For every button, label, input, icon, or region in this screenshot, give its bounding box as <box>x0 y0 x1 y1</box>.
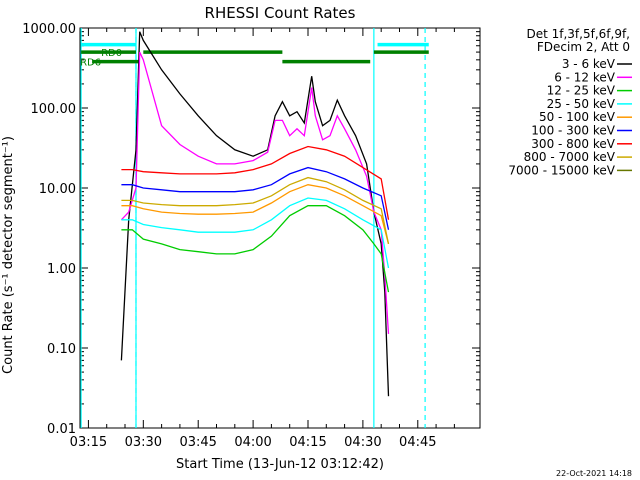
legend-label: 6 - 12 keV <box>554 70 616 84</box>
y-tick-label: 10.00 <box>39 182 76 197</box>
legend-label: 50 - 100 keV <box>539 110 616 124</box>
y-tick-label: 1000.00 <box>22 22 76 37</box>
y-tick-label: 100.00 <box>31 102 77 117</box>
x-tick-label: 03:15 <box>70 435 107 450</box>
annotation-label: RD0 <box>101 48 122 59</box>
x-tick-label: 03:30 <box>125 435 162 450</box>
series-line <box>121 197 390 269</box>
legend-label: 7000 - 15000 keV <box>508 163 615 177</box>
series-line <box>120 51 390 334</box>
x-tick-label: 04:15 <box>289 435 326 450</box>
plot-frame <box>79 27 481 429</box>
y-axis-label: Count Rate (s⁻¹ detector segment⁻¹) <box>1 136 16 374</box>
series-line <box>121 145 390 220</box>
y-tick-label: 1.00 <box>47 262 76 277</box>
series-line <box>120 31 390 397</box>
timestamp: 22-Oct-2021 14:18 <box>556 469 632 478</box>
y-tick-label: 0.10 <box>47 342 76 357</box>
legend-label: 3 - 6 keV <box>562 57 616 71</box>
legend-header-line-1: Det 1f,3f,5f,6f,9f, <box>526 27 630 41</box>
series-line <box>121 166 390 230</box>
plot-area: 03:15 03:30 03:45 04:00 04:15 04:30 04:45 1000.… <box>22 22 481 450</box>
annotation-label: RD6 <box>80 58 101 69</box>
legend-header-line-2: FDecim 2, Att 0 <box>537 40 630 54</box>
y-tick-label: 0.01 <box>47 422 76 437</box>
series-line <box>121 184 390 245</box>
series-line <box>121 176 390 245</box>
chart-title: RHESSI Count Rates <box>205 4 356 22</box>
x-tick-label: 03:45 <box>179 435 216 450</box>
legend-label: 25 - 50 keV <box>547 97 616 111</box>
x-tick-label: 04:00 <box>234 435 271 450</box>
legend-label: 100 - 300 keV <box>531 124 615 138</box>
legend-label: 300 - 800 keV <box>531 137 615 151</box>
x-axis-label: Start Time (13-Jun-12 03:12:42) <box>176 457 384 472</box>
x-tick-label: 04:30 <box>344 435 381 450</box>
series-line <box>121 205 390 293</box>
legend-label: 12 - 25 keV <box>547 84 616 98</box>
legend-label: 800 - 7000 keV <box>524 150 616 164</box>
x-tick-label: 04:45 <box>399 435 436 450</box>
